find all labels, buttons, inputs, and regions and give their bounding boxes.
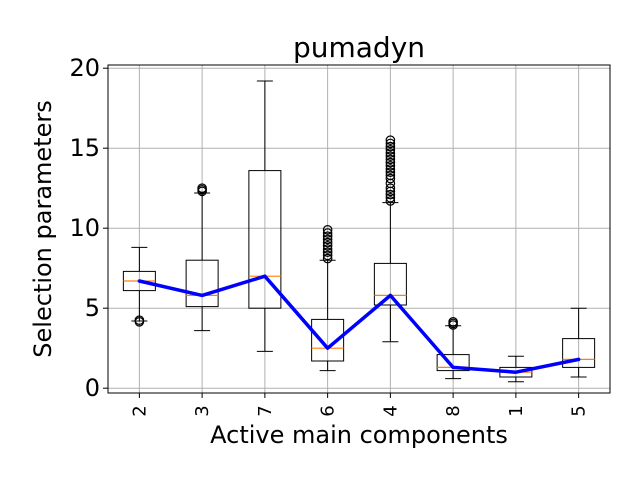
outlier-point	[385, 138, 396, 149]
box-3	[185, 183, 219, 332]
median-trend-line	[137, 274, 581, 374]
grid	[108, 65, 610, 393]
iqr-box	[436, 354, 470, 372]
iqr-box	[311, 318, 345, 362]
outlier-point	[385, 161, 396, 171]
box-2	[122, 246, 156, 327]
outlier-point	[385, 196, 396, 206]
outlier-point	[385, 141, 396, 152]
outlier-point	[322, 253, 333, 264]
outlier-point	[385, 151, 396, 161]
plot-frame	[107, 64, 611, 394]
outlier-point	[385, 189, 396, 200]
trend-polyline	[137, 274, 581, 374]
outlier-point	[385, 157, 396, 168]
outlier-point	[322, 228, 333, 238]
outlier-point	[322, 225, 333, 235]
y-tick-label: 5	[85, 294, 100, 322]
outlier-point	[385, 170, 396, 181]
outlier-point	[322, 231, 333, 241]
outlier-point	[322, 234, 333, 245]
y-tick-label: 15	[69, 134, 100, 162]
x-tick-label: 5	[569, 405, 590, 416]
x-axis-label: Active main components	[210, 421, 508, 449]
y-axis-label: Selection parameters	[29, 100, 57, 357]
outlier-point	[322, 241, 333, 251]
outlier-point	[385, 193, 396, 203]
box-4	[373, 135, 407, 343]
outlier-point	[322, 237, 333, 248]
outlier-point	[385, 167, 396, 177]
x-tick-label: 4	[380, 405, 401, 416]
box-series	[122, 80, 596, 383]
iqr-box	[373, 262, 407, 306]
outlier-point	[322, 250, 333, 261]
iqr-box	[185, 259, 219, 308]
x-tick-label: 7	[255, 405, 276, 416]
iqr-box	[562, 338, 596, 368]
y-tick-label: 20	[69, 54, 100, 82]
outlier-point	[385, 135, 396, 145]
outlier-point	[197, 183, 207, 193]
outlier-point	[134, 315, 145, 325]
outlier-point	[385, 183, 396, 193]
outlier-point	[385, 164, 396, 174]
y-tick-label: 0	[85, 374, 100, 402]
outlier-point	[448, 316, 458, 327]
outlier-point	[385, 145, 396, 155]
outlier-point	[322, 247, 333, 257]
outlier-point	[385, 154, 396, 165]
outlier-point	[385, 173, 396, 184]
x-tick-label: 6	[318, 405, 339, 416]
y-tick-label: 10	[69, 214, 100, 242]
x-tick-label: 8	[443, 405, 464, 416]
x-tick-label: 3	[192, 405, 213, 416]
box-7	[248, 80, 282, 352]
chart-title: pumadyn	[293, 31, 425, 64]
x-tick-label: 2	[129, 405, 150, 416]
outlier-point	[385, 148, 396, 158]
x-tick-label: 1	[506, 405, 527, 416]
iqr-box	[248, 170, 282, 309]
outlier-point	[322, 244, 333, 254]
